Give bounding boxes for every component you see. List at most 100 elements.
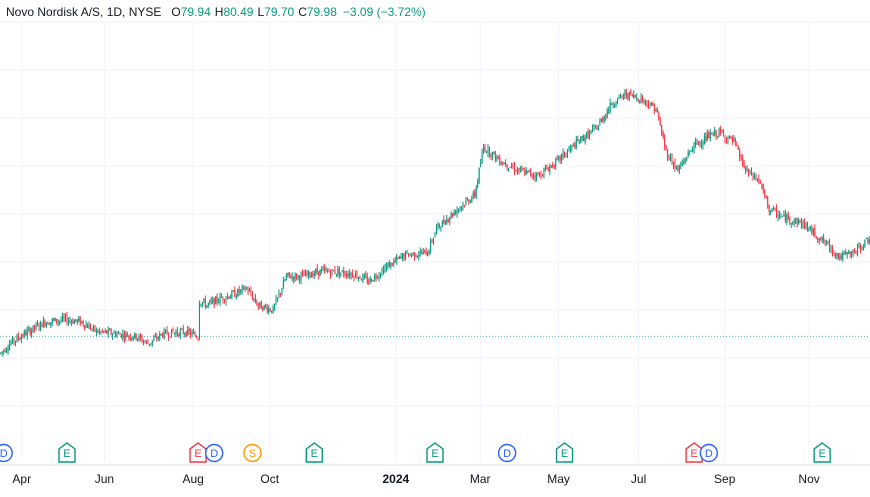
candle-body	[72, 320, 74, 324]
candle-body	[154, 336, 156, 338]
candle-body	[653, 104, 655, 112]
candle-body	[837, 253, 839, 258]
candle-body	[859, 245, 861, 251]
candle-body	[294, 273, 296, 279]
candle-body	[90, 324, 92, 330]
event-label: E	[63, 448, 70, 460]
candle-body	[296, 274, 298, 279]
candle-body	[269, 308, 271, 311]
earnings-event-marker[interactable]: E	[685, 442, 703, 463]
candle-body	[759, 181, 761, 184]
candle-body	[619, 95, 621, 97]
candle-body	[179, 330, 181, 336]
candle-body	[539, 173, 541, 176]
candle-body	[368, 281, 370, 283]
candle-body	[188, 329, 190, 332]
candle-body	[484, 146, 486, 152]
candle-body	[672, 162, 674, 166]
candle-body	[537, 174, 539, 176]
candle-body	[64, 315, 67, 319]
candle-body	[265, 305, 267, 307]
candle-body	[562, 152, 564, 157]
x-tick-label: Apr	[12, 472, 31, 486]
candle-body	[424, 249, 426, 251]
candle-body	[715, 130, 717, 137]
dividend-event-marker[interactable]: D	[0, 443, 13, 463]
candle-body	[350, 273, 352, 277]
candle-body	[396, 257, 398, 261]
candle-body	[465, 200, 467, 205]
candle-body	[728, 136, 730, 138]
earnings-event-marker[interactable]: E	[426, 442, 444, 463]
candle-body	[727, 137, 729, 141]
candle-body	[802, 221, 804, 227]
candle-body	[274, 304, 276, 307]
candle-body	[706, 133, 708, 141]
candle-body	[818, 238, 820, 241]
candle-body	[453, 211, 455, 216]
candle-body	[600, 118, 602, 123]
earnings-event-marker[interactable]: E	[305, 442, 323, 463]
candle-body	[756, 178, 758, 180]
candle-body	[31, 330, 33, 336]
x-tick-label: Jun	[95, 472, 114, 486]
candle-body	[742, 158, 744, 165]
event-label: E	[194, 448, 201, 460]
candle-body	[13, 337, 15, 343]
earnings-event-marker[interactable]: E	[555, 442, 574, 463]
candle-body	[85, 324, 87, 328]
candle-body	[628, 91, 630, 100]
candle-body	[160, 333, 162, 335]
candle-body	[241, 287, 243, 291]
candle-body	[564, 151, 566, 157]
candle-body	[402, 254, 404, 259]
candle-body	[418, 255, 420, 257]
candle-body	[556, 157, 558, 159]
candle-body	[37, 324, 39, 326]
event-label: E	[431, 448, 438, 460]
dividend-event-marker[interactable]: D	[204, 443, 224, 463]
candle-body	[725, 140, 727, 142]
symbol-legend: Novo Nordisk A/S, 1D, NYSE O 79.94 H 80.49…	[6, 5, 426, 19]
candle-body	[25, 332, 27, 336]
candle-body	[53, 318, 55, 320]
candle-body	[257, 305, 259, 307]
candle-body	[823, 237, 825, 242]
candle-body	[553, 165, 555, 168]
candle-body	[310, 274, 312, 278]
split-event-marker[interactable]: S	[243, 443, 262, 463]
candle-body	[363, 275, 365, 277]
candle-body	[827, 242, 829, 244]
candle-body	[212, 299, 214, 302]
low-label: L	[257, 5, 265, 19]
earnings-event-marker[interactable]: E	[813, 442, 831, 463]
candle-body	[580, 136, 582, 144]
candle-body	[505, 162, 507, 166]
candle-body	[378, 275, 380, 278]
candle-body	[692, 150, 694, 152]
candle-body	[101, 330, 103, 332]
dividend-icon	[0, 443, 13, 463]
candle-body	[287, 273, 289, 275]
candle-body	[346, 274, 348, 277]
earnings-event-marker[interactable]: E	[189, 442, 207, 463]
candle-body	[321, 269, 323, 271]
earnings-icon	[426, 442, 444, 463]
earnings-event-marker[interactable]: E	[58, 442, 76, 463]
candle-body	[328, 269, 330, 272]
dividend-event-marker[interactable]: D	[497, 443, 517, 463]
candle-body	[559, 155, 561, 161]
candle-body	[597, 125, 599, 131]
candle-body	[776, 208, 778, 218]
candle-body	[194, 332, 196, 336]
candle-body	[805, 223, 807, 227]
candle-body	[119, 334, 121, 336]
candle-body	[708, 132, 710, 139]
candle-body	[4, 350, 6, 352]
candle-body	[360, 279, 362, 281]
candle-body	[210, 300, 212, 302]
dividend-event-marker[interactable]: D	[699, 443, 719, 463]
